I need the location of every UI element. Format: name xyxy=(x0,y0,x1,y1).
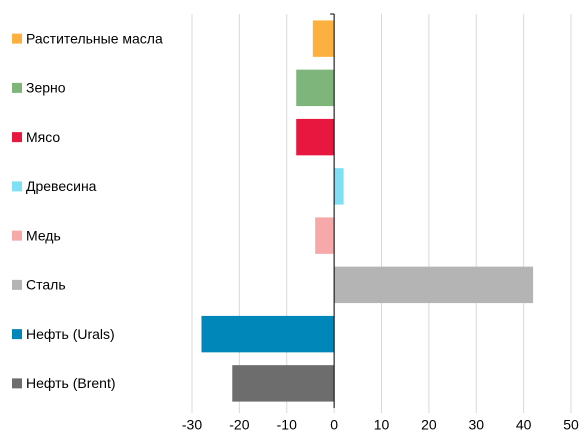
bar xyxy=(232,365,335,402)
legend-swatch xyxy=(12,378,22,389)
legend-swatch xyxy=(12,181,22,192)
x-tick-label: -10 xyxy=(277,417,297,433)
bar xyxy=(334,266,534,304)
bar xyxy=(296,118,335,156)
x-tick-label: 20 xyxy=(421,417,437,433)
legend-swatch xyxy=(12,82,22,93)
bar xyxy=(296,69,335,107)
bar xyxy=(201,315,335,353)
x-tick-label: -30 xyxy=(182,417,202,433)
legend-swatch xyxy=(12,132,22,143)
legend-swatch xyxy=(12,230,22,241)
category-label: Сталь xyxy=(26,277,66,293)
category-label: Нефть (Urals) xyxy=(26,326,115,342)
category-label: Зерно xyxy=(26,80,66,96)
x-tick-label: 0 xyxy=(330,417,338,433)
x-tick-label: -20 xyxy=(229,417,249,433)
bar xyxy=(334,168,344,205)
x-tick-label: 50 xyxy=(563,417,579,433)
legend-swatch xyxy=(12,329,22,340)
category-label: Мясо xyxy=(26,129,60,145)
legend-swatch xyxy=(12,33,22,44)
x-tick-label: 40 xyxy=(516,417,532,433)
bar xyxy=(315,217,335,254)
category-label: Древесина xyxy=(26,178,97,194)
category-label: Растительные масла xyxy=(26,30,163,46)
x-tick-label: 10 xyxy=(374,417,390,433)
bar xyxy=(312,20,335,57)
category-label: Медь xyxy=(26,227,61,243)
x-tick-label: 30 xyxy=(468,417,484,433)
category-label: Нефть (Brent) xyxy=(26,375,116,391)
legend-swatch xyxy=(12,279,22,290)
